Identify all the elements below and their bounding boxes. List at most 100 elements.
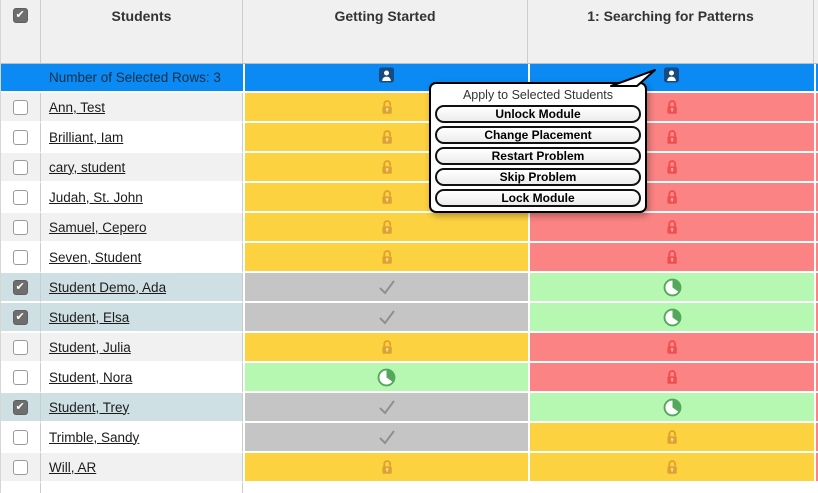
partial-name-cell [41, 483, 243, 493]
status-cell-module-1[interactable] [528, 393, 814, 423]
status-cell-module-1[interactable] [528, 213, 814, 243]
status-cell-getting-started[interactable] [243, 273, 528, 303]
lock-closed-icon [667, 220, 677, 234]
lock-closed-icon [667, 370, 677, 384]
popup-action-unlock-module[interactable]: Unlock Module [435, 105, 641, 123]
selection-label-cell: Number of Selected Rows: 3 [41, 64, 243, 91]
row-checkbox[interactable] [13, 219, 28, 235]
status-cell-getting-started[interactable] [243, 393, 528, 423]
student-name-cell: Student, Trey [41, 393, 243, 423]
row-checkbox[interactable] [13, 249, 28, 265]
student-name-cell: cary, student [41, 153, 243, 183]
row-checkbox-cell [1, 393, 41, 423]
student-name-link[interactable]: Student, Elsa [49, 309, 130, 325]
status-cell-module-1[interactable] [528, 243, 814, 273]
lock-open-icon [381, 190, 392, 204]
status-cell-overflow [814, 243, 818, 273]
status-cell-module-1[interactable] [528, 363, 814, 393]
student-name-link[interactable]: Will, AR [49, 459, 97, 475]
apply-menu-cell-getting-started [243, 64, 528, 91]
student-name-cell: Ann, Test [41, 93, 243, 123]
student-name-link[interactable]: Student, Trey [49, 399, 130, 415]
student-name-link[interactable]: Brilliant, Iam [49, 129, 124, 145]
status-cell-getting-started[interactable] [243, 363, 528, 393]
student-name-link[interactable]: Judah, St. John [49, 189, 143, 205]
popup-action-restart-problem[interactable]: Restart Problem [435, 147, 641, 165]
status-cell-getting-started[interactable] [243, 213, 528, 243]
row-checkbox[interactable] [13, 279, 28, 295]
status-cell-getting-started[interactable] [243, 423, 528, 453]
status-cell-overflow [814, 303, 818, 333]
selected-rows-count: Number of Selected Rows: 3 [49, 70, 221, 85]
row-checkbox[interactable] [13, 369, 28, 385]
lock-closed-icon [667, 160, 677, 174]
student-name-link[interactable]: Ann, Test [49, 99, 106, 115]
status-cell-overflow [814, 123, 818, 153]
popup-buttons: Unlock Module Change Placement Restart Pro… [435, 105, 641, 207]
row-checkbox[interactable] [13, 429, 28, 445]
status-cell-module-1[interactable] [528, 453, 814, 483]
student-name-link[interactable]: cary, student [49, 159, 126, 175]
popup-action-lock-module[interactable]: Lock Module [435, 189, 641, 207]
status-cell-getting-started[interactable] [243, 243, 528, 273]
status-cell-module-1[interactable] [528, 303, 814, 333]
row-checkbox[interactable] [13, 129, 28, 145]
status-cell-module-1[interactable] [528, 423, 814, 453]
column-header-students: Students [41, 0, 243, 63]
status-cell-getting-started[interactable] [243, 303, 528, 333]
row-checkbox[interactable] [13, 339, 28, 355]
student-name-cell: Student, Elsa [41, 303, 243, 333]
check-icon [378, 310, 395, 325]
status-cell-module-1[interactable] [528, 273, 814, 303]
row-checkbox-cell [1, 423, 41, 453]
row-checkbox[interactable] [13, 459, 28, 475]
person-icon[interactable] [377, 65, 397, 90]
status-cell-overflow [814, 93, 818, 123]
partial-next-row [1, 483, 818, 493]
row-checkbox[interactable] [13, 99, 28, 115]
student-name-link[interactable]: Samuel, Cepero [49, 219, 147, 235]
person-icon [664, 67, 679, 83]
popup-callout-tail [610, 69, 656, 87]
status-cell-module-1[interactable] [528, 333, 814, 363]
check-icon [378, 280, 395, 295]
column-header-label: Getting Started [334, 8, 436, 24]
student-name-link[interactable]: Student, Nora [49, 369, 133, 385]
lock-open-icon [667, 430, 677, 444]
lock-open-icon [381, 340, 392, 354]
row-checkbox-cell [1, 213, 41, 243]
student-rows: Ann, Test Brilliant, Iam [1, 93, 818, 483]
column-header-label: 1: Searching for Patterns [587, 8, 754, 24]
table-row: Trimble, Sandy [1, 423, 818, 453]
column-header-module-1: 1: Searching for Patterns [528, 0, 814, 63]
row-checkbox-cell [1, 303, 41, 333]
select-all-checkbox[interactable] [13, 8, 28, 23]
student-name-link[interactable]: Seven, Student [49, 249, 142, 265]
student-name-link[interactable]: Student, Julia [49, 339, 131, 355]
select-all-cell [1, 0, 41, 63]
popup-action-change-placement[interactable]: Change Placement [435, 126, 641, 144]
table-row: Student, Julia [1, 333, 818, 363]
student-name-link[interactable]: Trimble, Sandy [49, 429, 140, 445]
row-checkbox[interactable] [13, 189, 28, 205]
check-icon [378, 430, 395, 445]
status-cell-getting-started[interactable] [243, 453, 528, 483]
status-cell-getting-started[interactable] [243, 333, 528, 363]
row-checkbox-cell [1, 453, 41, 483]
row-checkbox[interactable] [13, 159, 28, 175]
column-header-getting-started: Getting Started [243, 0, 528, 63]
row-checkbox-cell [1, 333, 41, 363]
table-row: cary, student [1, 153, 818, 183]
status-cell-overflow [814, 153, 818, 183]
row-checkbox[interactable] [13, 309, 28, 325]
row-checkbox-cell [1, 123, 41, 153]
student-name-cell: Brilliant, Iam [41, 123, 243, 153]
popup-action-skip-problem[interactable]: Skip Problem [435, 168, 641, 186]
table-row: Ann, Test [1, 93, 818, 123]
row-checkbox[interactable] [13, 399, 28, 415]
row-checkbox-cell [1, 273, 41, 303]
row-checkbox-cell [1, 183, 41, 213]
student-name-link[interactable]: Student Demo, Ada [49, 279, 167, 295]
person-icon[interactable] [662, 65, 682, 90]
